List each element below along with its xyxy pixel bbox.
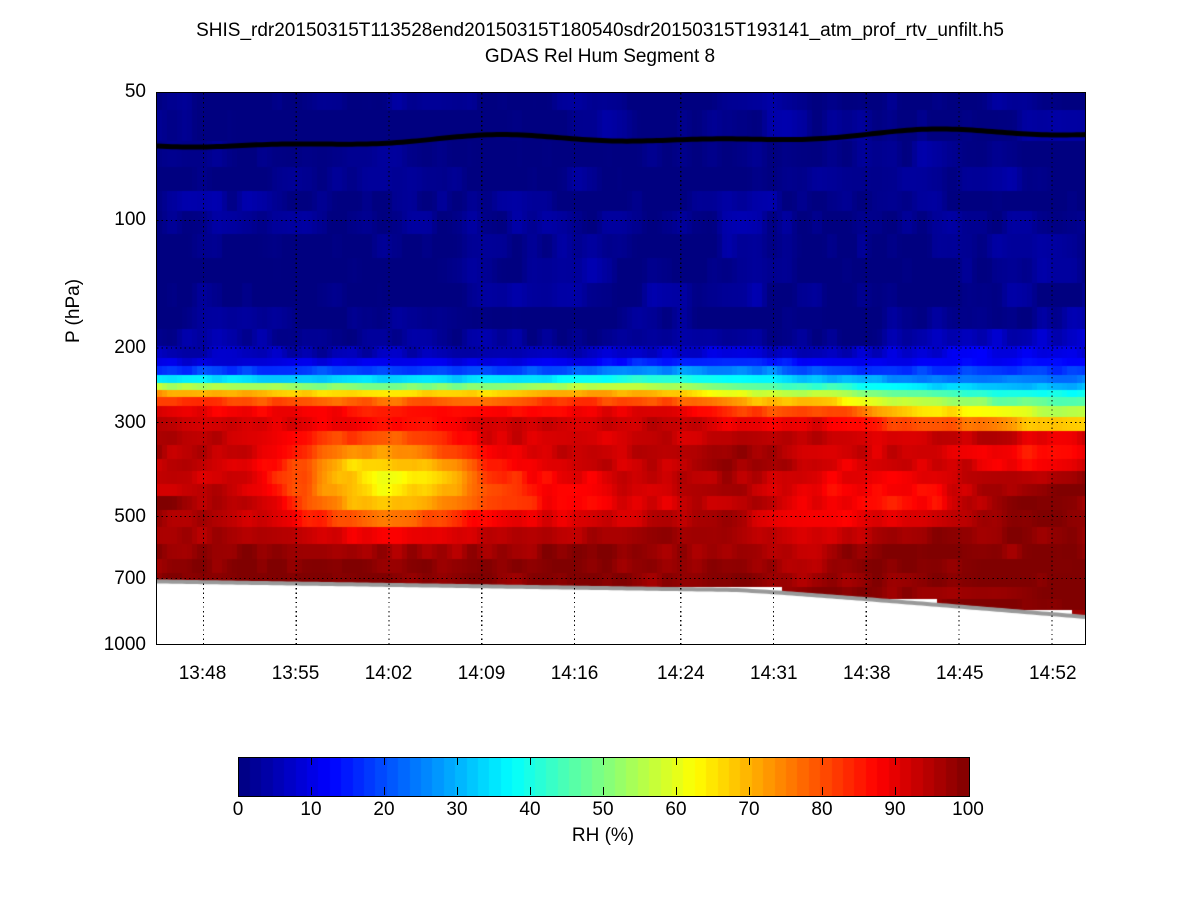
x-tick-label-14-31: 14:31 (750, 663, 798, 684)
colorbar-tick-label-10: 10 (300, 799, 322, 820)
colorbar-tick-mark (676, 757, 677, 765)
figure-title: SHIS_rdr20150315T113528end20150315T18054… (0, 18, 1200, 70)
colorbar-tick-label-60: 60 (665, 799, 687, 820)
colorbar-tick-mark (749, 757, 750, 765)
title-line-subtitle: GDAS Rel Hum Segment 8 (484, 46, 716, 67)
colorbar-tick-mark (530, 757, 531, 765)
y-axis-title: P (hPa) (63, 278, 84, 344)
x-tick-label-14-38: 14:38 (843, 663, 891, 684)
x-tick-label-14-45: 14:45 (936, 663, 984, 684)
colorbar-tick-mark (457, 757, 458, 765)
colorbar-tick-label-20: 20 (373, 799, 395, 820)
x-tick-label-13-48: 13:48 (178, 663, 227, 684)
colorbar-tick-label-70: 70 (738, 799, 760, 820)
x-tick-label-14-09: 14:09 (457, 663, 506, 684)
colorbar-title: RH (%) (571, 825, 635, 846)
x-tick-label-13-55: 13:55 (271, 663, 320, 684)
colorbar-tick-mark (603, 787, 604, 795)
heatmap-canvas (157, 93, 1085, 644)
colorbar-tick-label-100: 100 (952, 799, 984, 820)
colorbar-tick-mark (384, 757, 385, 765)
y-tick-label-50: 50 (124, 81, 146, 102)
colorbar[interactable] (238, 757, 970, 797)
x-tick-label-14-24: 14:24 (657, 663, 705, 684)
colorbar-tick-mark (530, 787, 531, 795)
y-tick-label-200: 200 (114, 336, 146, 358)
colorbar-tick-label-80: 80 (811, 799, 833, 820)
plot-area[interactable] (156, 92, 1086, 645)
title-line-filename: SHIS_rdr20150315T113528end20150315T18054… (196, 20, 1004, 41)
colorbar-tick-mark (603, 757, 604, 765)
y-tick-label-300: 300 (114, 411, 146, 433)
colorbar-tick-label-30: 30 (446, 799, 468, 820)
colorbar-tick-mark (384, 787, 385, 795)
x-tick-label-14-02: 14:02 (364, 663, 413, 684)
y-tick-label-500: 500 (114, 506, 146, 528)
colorbar-tick-mark (457, 787, 458, 795)
x-tick-label-14-16: 14:16 (550, 663, 599, 684)
y-tick-label-700: 700 (114, 568, 146, 590)
colorbar-tick-mark (822, 787, 823, 795)
y-tick-label-100: 100 (114, 208, 146, 230)
colorbar-tick-mark (895, 757, 896, 765)
colorbar-tick-mark (822, 757, 823, 765)
colorbar-tick-label-50: 50 (592, 799, 614, 820)
colorbar-tick-label-40: 40 (519, 799, 541, 820)
colorbar-tick-label-0: 0 (232, 799, 244, 820)
colorbar-tick-mark (311, 757, 312, 765)
colorbar-tick-mark (895, 787, 896, 795)
colorbar-tick-mark (749, 787, 750, 795)
y-tick-label-1000: 1000 (103, 634, 146, 655)
colorbar-tick-mark (676, 787, 677, 795)
x-tick-label-14-52: 14:52 (1029, 663, 1077, 684)
colorbar-gradient (238, 757, 970, 797)
colorbar-tick-mark (311, 787, 312, 795)
colorbar-tick-label-90: 90 (884, 799, 906, 820)
